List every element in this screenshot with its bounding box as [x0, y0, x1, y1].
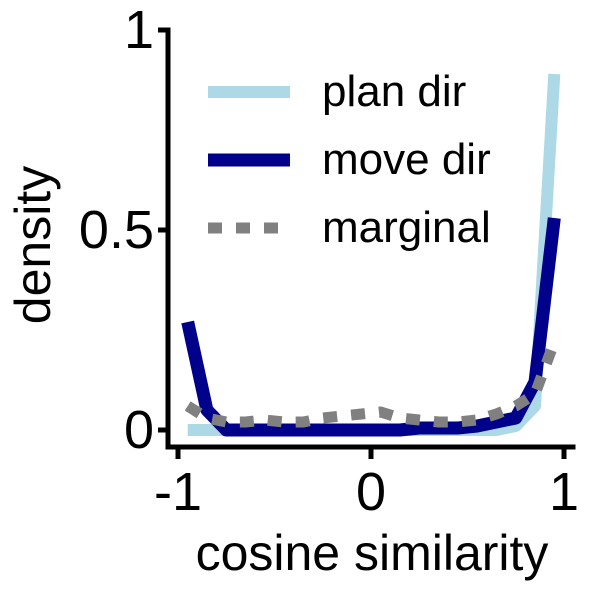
legend-label: marginal — [322, 203, 491, 252]
series-line-move-dir — [181, 217, 561, 437]
series-line-marginal — [184, 340, 560, 428]
x-tick-label: 0 — [356, 462, 386, 522]
legend-label: move dir — [322, 135, 491, 184]
y-tick-label: 1 — [124, 0, 154, 60]
x-axis-label: cosine similarity — [196, 525, 549, 581]
plot-area — [181, 73, 561, 437]
x-tick-label: -1 — [154, 462, 202, 522]
series-line-plan-dir — [187, 73, 561, 436]
ticks: 00.51-1 0 1 — [79, 0, 579, 522]
legend: plan dir move dir marginal — [208, 67, 491, 252]
x-tick-label: 1 — [549, 462, 579, 522]
y-axis-label: density — [5, 166, 61, 324]
legend-label: plan dir — [322, 67, 466, 116]
y-tick-label: 0.5 — [79, 200, 154, 260]
y-tick-label: 0 — [124, 400, 154, 460]
